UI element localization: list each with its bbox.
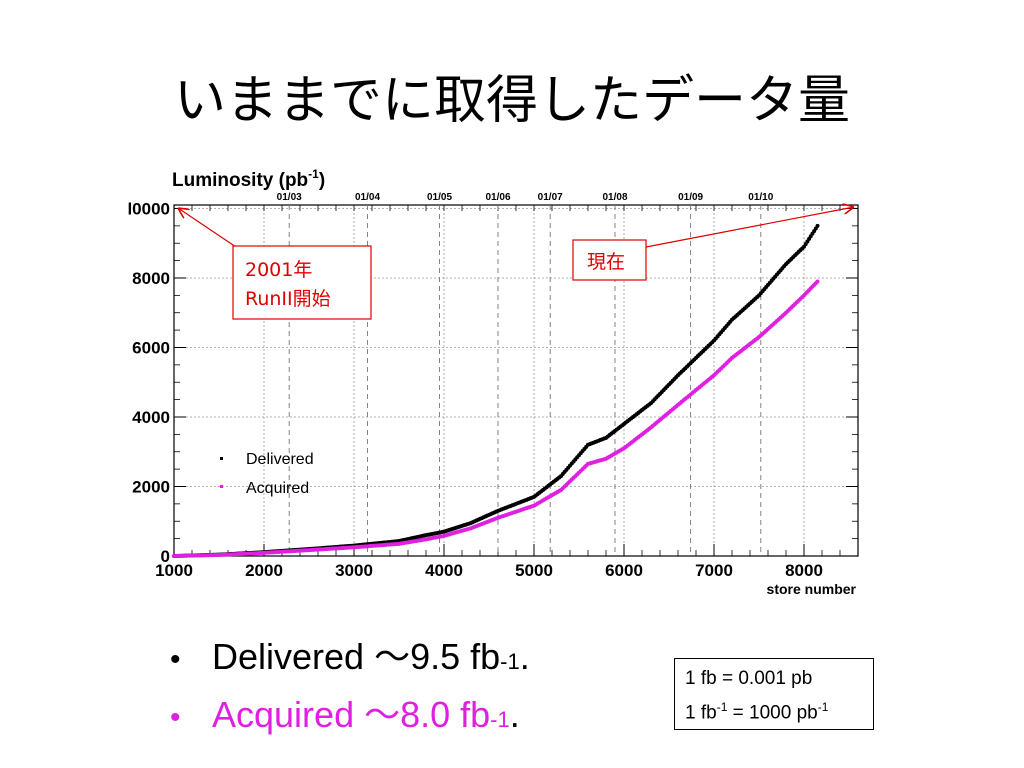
date-tick-label: 01/05 xyxy=(427,192,452,203)
series-points xyxy=(172,223,820,558)
unit-conversion-box: 1 fb = 0.001 pb 1 fb-1 = 1000 pb-1 xyxy=(674,658,874,730)
date-tick-label: 01/04 xyxy=(355,192,380,203)
y-tick-label: 4000 xyxy=(132,408,170,427)
x-tick-label: 5000 xyxy=(515,561,553,580)
axis-labels: 0 2000 4000 6000 8000 l0000 1000 2000 3000 4000 50… xyxy=(127,192,822,580)
bullet-delivered: • Delivered ～9.5 fb -1. xyxy=(170,628,530,686)
x-tick-label: 4000 xyxy=(425,561,463,580)
unit-line2-sup2: -1 xyxy=(817,700,829,714)
bullet-acquired-text: Acquired ～8.0 fb xyxy=(212,694,491,735)
legend: Delivered Acquired xyxy=(220,451,314,497)
y-tick-label: l0000 xyxy=(127,199,170,218)
x-tick-label: 6000 xyxy=(605,561,643,580)
annotation-start: 2001年 RunII開始 xyxy=(178,208,372,320)
legend-label-acquired: Acquired xyxy=(246,480,309,497)
unit-line2-b: = 1000 pb xyxy=(727,702,818,724)
y-tick-label: 2000 xyxy=(132,477,170,496)
annotation-start-box xyxy=(232,245,372,320)
chart-title-tail: ) xyxy=(319,170,325,191)
bullet-delivered-text: Delivered ～9.5 fb xyxy=(212,636,501,677)
annotation-now-text: 現在 xyxy=(587,251,625,273)
luminosity-chart: Luminosity (pb-1) 0 2000 4000 6000 8000 l0000… xyxy=(127,167,859,597)
annotation-now: 現在 xyxy=(572,207,854,281)
date-tick-label: 01/06 xyxy=(485,192,510,203)
x-axis-label: store number xyxy=(767,581,857,597)
x-tick-label: 7000 xyxy=(695,561,733,580)
unit-conversion-line1: 1 fb = 0.001 pb xyxy=(685,668,813,689)
bullet-dot: • xyxy=(170,701,181,734)
y-tick-label: 6000 xyxy=(132,338,170,357)
bullet-acquired: • Acquired ～8.0 fb -1. xyxy=(170,686,530,744)
slide-title: いままでに取得したデータ量 xyxy=(173,71,850,131)
date-tick-label: 01/07 xyxy=(538,192,563,203)
legend-marker-acquired xyxy=(220,485,223,488)
annotation-now-arrow xyxy=(645,207,854,248)
annotation-now-box xyxy=(572,239,647,281)
date-tick-label: 01/09 xyxy=(678,192,703,203)
unit-line2-a: 1 fb xyxy=(685,702,717,724)
annotation-start-arrow xyxy=(178,208,237,248)
legend-marker-delivered xyxy=(220,457,223,460)
x-tick-label: 3000 xyxy=(335,561,373,580)
legend-label-delivered: Delivered xyxy=(246,451,314,468)
chart-title-superscript: -1 xyxy=(308,167,319,181)
annotation-start-line2: RunII開始 xyxy=(245,288,331,310)
bullet-delivered-tail: . xyxy=(519,636,530,677)
bullet-delivered-superscript: -1 xyxy=(500,649,520,674)
y-tick-label: 0 xyxy=(161,547,170,566)
bullet-acquired-superscript: -1 xyxy=(490,707,510,732)
x-tick-label: 2000 xyxy=(245,561,283,580)
date-tick-label: 01/08 xyxy=(602,192,627,203)
bullet-dot: • xyxy=(170,643,181,676)
chart-title: Luminosity (pb-1) xyxy=(172,167,325,191)
bullet-acquired-tail: . xyxy=(509,694,520,735)
date-tick-label: 01/10 xyxy=(748,192,773,203)
point-acquired xyxy=(815,279,820,284)
bullet-list: • Delivered ～9.5 fb -1. • Acquired ～8.0 f… xyxy=(170,628,530,744)
x-tick-label: 1000 xyxy=(155,561,193,580)
y-tick-label: 8000 xyxy=(132,269,170,288)
unit-conversion-line2: 1 fb-1 = 1000 pb-1 xyxy=(685,693,863,727)
point-delivered xyxy=(815,223,820,228)
x-tick-label: 8000 xyxy=(785,561,823,580)
date-tick-label: 01/03 xyxy=(277,192,302,203)
unit-line2-sup1: -1 xyxy=(716,700,728,714)
annotation-start-line1: 2001年 xyxy=(245,259,312,281)
